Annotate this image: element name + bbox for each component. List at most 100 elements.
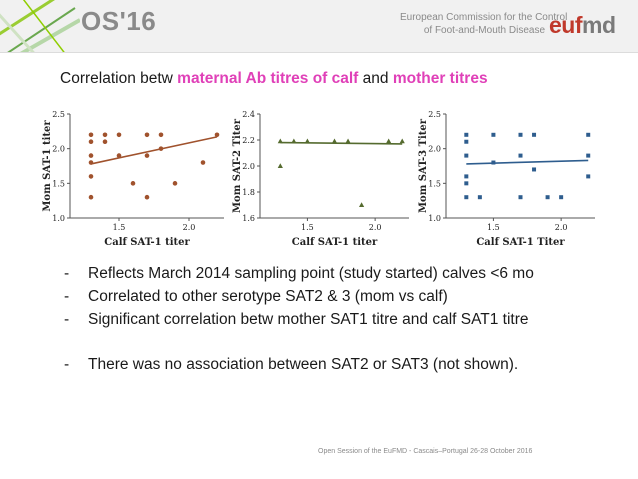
data-point	[331, 138, 338, 144]
regression-line	[90, 136, 218, 165]
data-point	[518, 153, 523, 158]
data-point	[172, 181, 178, 186]
data-point	[144, 132, 150, 138]
data-point	[214, 132, 220, 138]
title-part-1: Correlation betw	[60, 70, 178, 87]
x-tick-label: 2.0	[369, 223, 382, 232]
data-point	[464, 174, 469, 179]
data-point	[477, 195, 482, 200]
data-point	[158, 132, 164, 138]
bullet-dash: -	[64, 288, 70, 305]
organization-name: European Commission for the Control of F…	[400, 11, 568, 37]
data-point	[464, 132, 469, 137]
data-point	[144, 153, 150, 158]
y-tick-label: 1.6	[242, 214, 255, 223]
data-point	[586, 153, 591, 158]
x-axis-label: Calf SAT-1 Titer	[476, 237, 565, 248]
data-point	[88, 174, 94, 179]
data-point	[88, 139, 94, 145]
organization-line-2: of Foot-and-Mouth Disease	[423, 25, 545, 36]
bullet-dash: -	[64, 265, 70, 282]
bullet-item: - Correlated to other serotype SAT2 & 3 (…	[64, 285, 534, 308]
y-axis-label: Mom SAT-1 titer	[42, 120, 53, 212]
eufmd-logo: eufmd	[549, 12, 616, 39]
bullet-list: - Reflects March 2014 sampling point (stu…	[64, 262, 534, 376]
data-point	[304, 138, 311, 144]
data-point	[88, 132, 94, 138]
y-tick-label: 2.5	[428, 110, 441, 119]
scatter-chart-sat2: 1.6 1.8 2.0 2.2 2.4 1.5 2.0 Calf SAT-1 titer Mom…	[232, 110, 409, 248]
x-axis-label: Calf SAT-1 titer	[292, 237, 378, 248]
data-point	[277, 163, 283, 168]
y-tick-label: 2.0	[242, 162, 255, 171]
decorative-stripes	[0, 0, 80, 52]
title-part-2: and	[358, 70, 393, 87]
header-banner: OS'16 European Commission for the Contro…	[0, 0, 638, 53]
data-point	[491, 132, 496, 137]
y-tick-label: 1.0	[428, 214, 441, 223]
bullet-text: Significant correlation betw mother SAT1…	[88, 311, 529, 328]
data-point	[532, 132, 537, 137]
data-point	[102, 132, 108, 138]
y-tick-label: 2.0	[52, 145, 65, 154]
slide-title: Correlation betw maternal Ab titres of c…	[60, 70, 488, 88]
data-point	[518, 132, 523, 137]
title-highlight-2: mother titres	[392, 70, 488, 87]
logo-accent: f	[574, 12, 583, 38]
y-axis-label: Mom SAT-2 Titer	[232, 118, 243, 213]
bullet-item: - There was no association between SAT2 o…	[64, 353, 534, 376]
conference-title: OS'16	[81, 6, 157, 36]
bullet-spacer	[64, 331, 534, 353]
data-point	[291, 138, 297, 144]
data-point	[345, 138, 351, 144]
y-axis-label: Mom SAT-3 Titer	[418, 118, 429, 213]
data-point	[144, 194, 150, 200]
data-point	[464, 139, 469, 144]
data-point	[532, 167, 537, 172]
data-point	[399, 138, 405, 144]
bullet-text: Reflects March 2014 sampling point (stud…	[88, 265, 534, 282]
y-tick-label: 1.8	[242, 188, 255, 197]
scatter-chart-sat3: 1.0 1.5 2.0 2.5 1.5 2.0 Calf SAT-1 Titer Mom SA…	[418, 110, 595, 248]
data-point	[102, 139, 108, 145]
data-point	[491, 160, 496, 165]
data-point	[386, 138, 392, 144]
bullet-item: - Significant correlation betw mother SAT…	[64, 308, 534, 331]
footer-note: Open Session of the EuFMD - Cascais–Port…	[318, 448, 533, 455]
title-highlight-1: maternal Ab titres of calf	[177, 70, 359, 87]
data-point	[586, 132, 591, 137]
logo-prefix: eu	[549, 12, 575, 38]
logo-rest: md	[582, 12, 616, 38]
bullet-dash: -	[64, 311, 70, 328]
data-point	[559, 195, 564, 200]
x-tick-label: 1.5	[301, 223, 314, 232]
data-point	[116, 153, 122, 158]
scatter-chart-sat1: 1.0 1.5 2.0 2.5 1.5 2.0 Calf SAT-1 titer Mom SA…	[42, 110, 224, 248]
x-tick-label: 1.5	[113, 223, 126, 232]
data-point	[130, 181, 136, 186]
organization-line-1: European Commission for the Control	[400, 12, 568, 23]
bullet-text: Correlated to other serotype SAT2 & 3 (m…	[88, 288, 448, 305]
y-tick-label: 2.2	[242, 136, 255, 145]
x-axis-label: Calf SAT-1 titer	[104, 237, 190, 248]
y-tick-label: 1.0	[52, 214, 65, 223]
x-tick-label: 1.5	[487, 223, 500, 232]
y-tick-label: 2.0	[428, 145, 441, 154]
data-point	[464, 181, 469, 186]
regression-line	[280, 141, 403, 145]
bullet-item: - Reflects March 2014 sampling point (stu…	[64, 262, 534, 285]
y-tick-label: 1.5	[52, 179, 65, 188]
data-point	[464, 195, 469, 200]
data-point	[200, 160, 206, 165]
bullet-dash: -	[64, 356, 70, 373]
y-tick-label: 1.5	[428, 179, 441, 188]
data-point	[88, 194, 94, 200]
y-tick-label: 2.4	[242, 110, 255, 119]
bullet-text: There was no association between SAT2 or…	[88, 356, 519, 373]
data-point	[358, 202, 365, 207]
data-point	[277, 138, 283, 144]
data-point	[464, 153, 469, 158]
regression-line	[466, 159, 589, 165]
data-point	[116, 132, 122, 138]
data-point	[88, 160, 94, 165]
